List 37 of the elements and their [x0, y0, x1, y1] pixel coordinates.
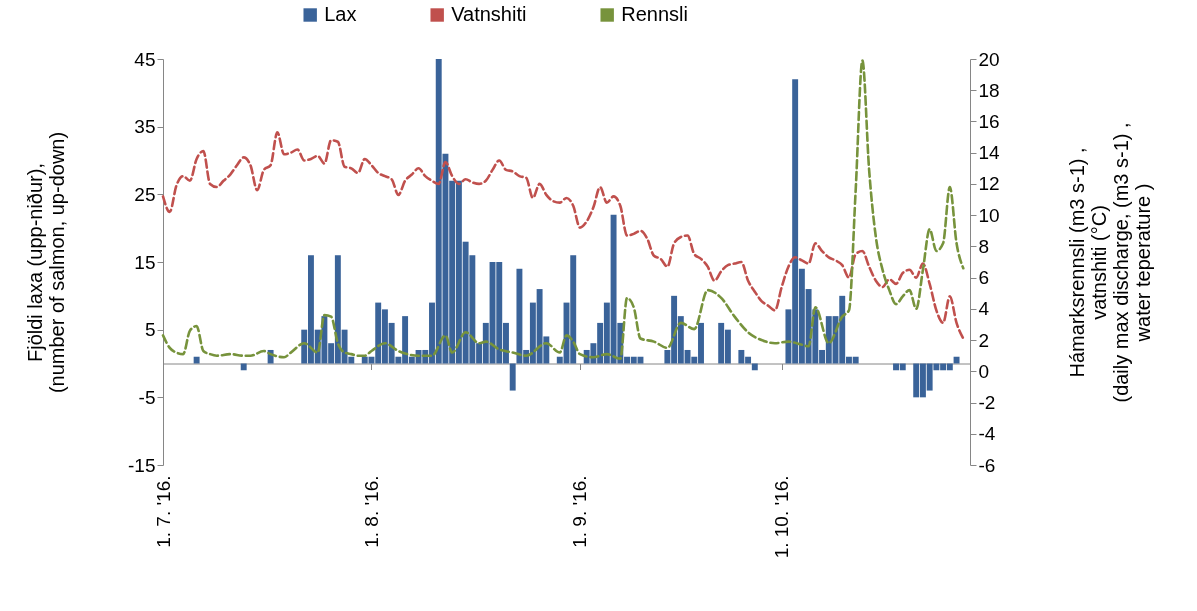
y2-tick-label: 12: [978, 173, 1000, 195]
legend-label: Rennsli: [621, 3, 688, 25]
y-tick-label: 15: [134, 251, 156, 273]
y2-tick-label: 8: [978, 235, 990, 257]
legend-label: Vatnshiti: [451, 3, 527, 25]
y2-tick-label: 4: [978, 298, 990, 320]
y-tick-label: 25: [134, 183, 156, 205]
y-tick-label: 45: [134, 48, 156, 70]
y2-tick-label: 6: [978, 267, 990, 289]
y-axis-title: Fjöldi laxa (upp-niður), (number of salmon, up-down): [24, 131, 69, 394]
y2-tick-label: 0: [978, 360, 990, 382]
x-tick-label: 1. 9. '16.: [569, 475, 591, 548]
y-tick-label: -15: [128, 454, 156, 476]
y-tick-label: 5: [144, 319, 156, 341]
x-tick-label: 1. 7. '16.: [152, 475, 174, 548]
y2-tick-label: 10: [978, 204, 1000, 226]
y-tick-label: -5: [138, 386, 156, 408]
x-tick-label: 1. 10. '16.: [771, 475, 793, 559]
y2-tick-label: 18: [978, 79, 1000, 101]
y-tick-label: 35: [134, 116, 156, 138]
y2-tick-label: -6: [978, 454, 996, 476]
line-series: [161, 131, 965, 340]
y2-tick-label: -2: [978, 392, 996, 414]
y2-tick-label: 14: [978, 142, 1001, 164]
x-tick-label: 1. 8. '16.: [360, 475, 382, 548]
legend-label: Lax: [324, 3, 357, 25]
bar: [193, 356, 200, 364]
bar: [751, 363, 758, 371]
y2-axis-title: Hámarksrennsli (m3 s-1) , vatnshiti (°C) (daily max discharge, (m3 s-1) , water teperature ): [1065, 122, 1154, 403]
line-series: [161, 59, 965, 361]
bar: [509, 363, 516, 391]
y2-tick-label: 16: [978, 110, 1000, 132]
bar: [953, 356, 960, 364]
y2-tick-label: 2: [978, 329, 990, 351]
y2-tick-label: 20: [978, 48, 1000, 70]
bar: [240, 363, 247, 371]
y2-tick-label: -4: [978, 423, 996, 445]
